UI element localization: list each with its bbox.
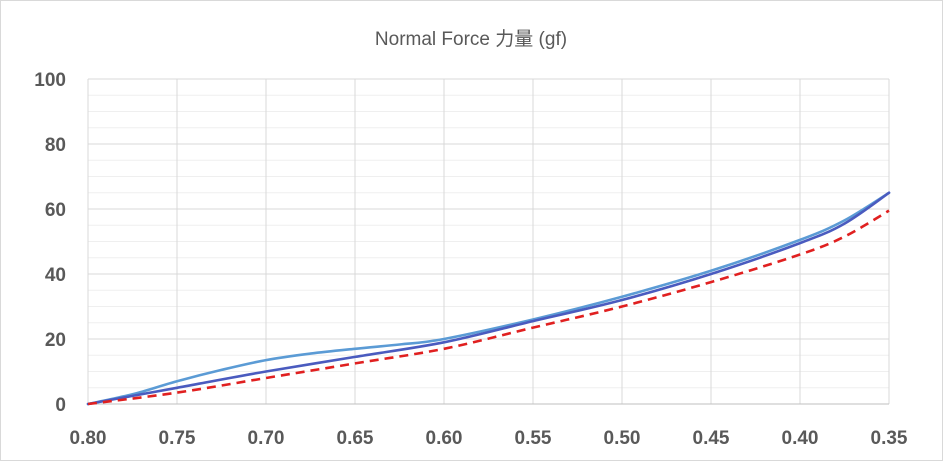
- x-tick-label: 0.45: [693, 428, 730, 449]
- series-line-2: [86, 191, 891, 406]
- y-tick-label: 100: [34, 70, 66, 91]
- x-tick-label: 0.75: [159, 428, 196, 449]
- y-tick-label: 0: [55, 395, 66, 416]
- x-tick-label: 0.35: [871, 428, 908, 449]
- x-tick-label: 0.50: [604, 428, 641, 449]
- y-tick-label: 40: [45, 265, 66, 286]
- x-tick-label: 0.55: [515, 428, 552, 449]
- x-tick-label: 0.70: [248, 428, 285, 449]
- series-group: [86, 191, 891, 406]
- x-tick-label: 0.40: [782, 428, 819, 449]
- series-line-1: [86, 191, 891, 406]
- chart-title: Normal Force 力量 (gf): [375, 28, 567, 50]
- y-tick-label: 20: [45, 330, 66, 351]
- y-tick-label: 80: [45, 135, 66, 156]
- x-tick-label: 0.80: [70, 428, 107, 449]
- tick-labels: 0 20 40 60 80 100 0.80 0.75 0.70 0.65 0.60 0.55 0.50…: [34, 70, 908, 449]
- x-tick-label: 0.65: [337, 428, 374, 449]
- grid: [87, 78, 890, 404]
- x-tick-label: 0.60: [426, 428, 463, 449]
- y-tick-label: 60: [45, 200, 66, 221]
- series-line-3: [87, 209, 890, 406]
